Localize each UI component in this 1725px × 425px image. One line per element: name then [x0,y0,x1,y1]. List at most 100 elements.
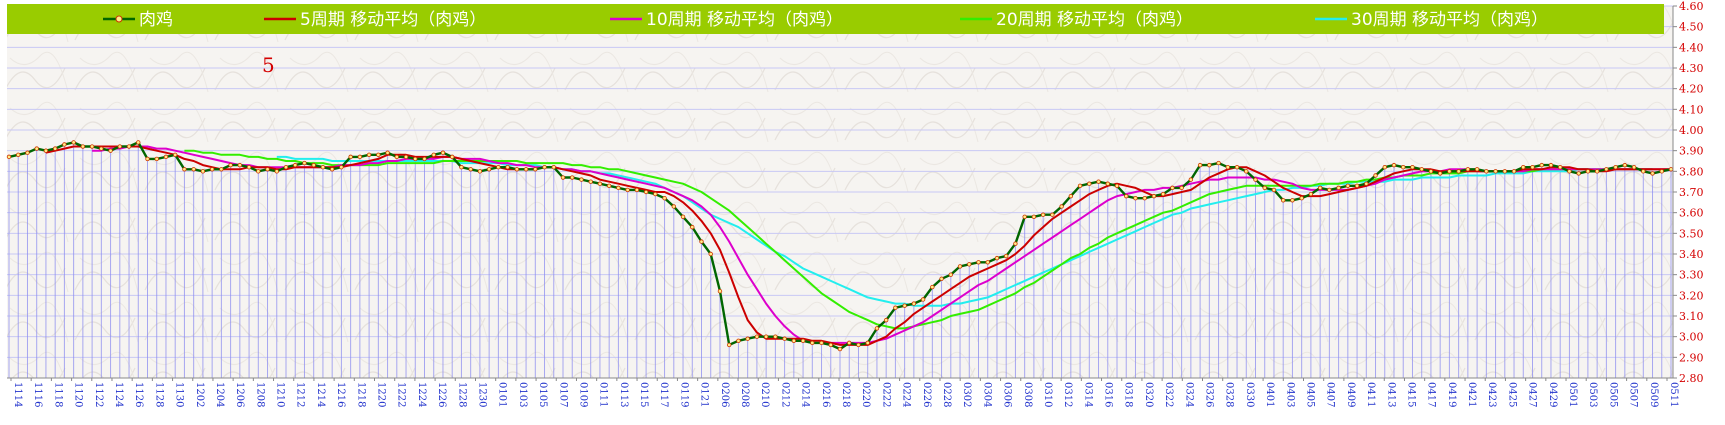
data-point [52,146,58,151]
data-point [1087,181,1092,186]
data-point [1650,171,1655,176]
x-tick-label: 0411 [1365,382,1376,407]
y-tick-label: 4.10 [1679,103,1704,116]
data-point [422,156,427,162]
data-point [385,150,390,155]
x-tick-label: 0101 [497,382,508,407]
data-point [985,260,990,265]
data-point [1585,169,1591,174]
y-tick-label: 2.80 [1679,372,1704,385]
data-point [1354,183,1360,188]
data-point [736,338,741,343]
data-point [911,301,917,306]
data-point [1124,193,1129,199]
data-point [394,154,399,160]
data-point [89,144,95,149]
data-point [1484,169,1489,174]
legend: 肉鸡 5周期 移动平均（肉鸡） 10周期 移动平均（肉鸡） 20周期 移动平均（肉鸡）… [103,10,1548,30]
data-point [468,167,473,172]
x-tick-label: 1130 [174,382,185,407]
y-tick-label: 3.70 [1679,186,1704,199]
data-point [339,164,344,170]
data-point [348,154,353,160]
data-point [828,342,833,348]
data-point [126,144,132,149]
data-point [1539,162,1544,168]
data-point [708,251,713,257]
x-tick-label: 1222 [396,382,407,407]
data-point [1447,169,1452,174]
data-point [1345,183,1351,188]
x-tick-label: 0117 [658,382,669,407]
data-point [1040,212,1046,217]
data-point [597,181,603,186]
x-tick-label: 0417 [1426,382,1437,407]
legend-label: 5周期 移动平均（肉鸡） [300,10,486,30]
data-point [560,175,566,180]
x-tick-label: 0105 [537,382,548,407]
data-point [551,164,556,170]
legend-label: 20周期 移动平均（肉鸡） [996,10,1193,30]
data-point [496,164,501,170]
data-point [43,148,49,153]
x-tick-label: 0405 [1304,382,1315,407]
data-point [1502,169,1507,174]
data-point [376,152,381,157]
x-tick-label: 1202 [194,382,205,407]
data-point [1437,171,1443,176]
y-tick-label: 4.60 [1679,0,1704,13]
x-tick-label: 0320 [1143,382,1154,407]
y-tick-label: 4.30 [1679,62,1704,75]
data-point [662,195,667,201]
data-point [1428,169,1434,174]
data-point [256,169,261,174]
data-point [533,167,538,172]
x-tick-label: 0111 [598,382,609,407]
data-point [1133,195,1138,201]
data-point [1511,169,1517,174]
data-point [1659,169,1664,174]
x-tick-label: 1204 [214,382,225,407]
x-tick-label: 0210 [759,382,770,407]
data-point [957,264,963,269]
data-point [874,326,880,331]
x-tick-label: 0206 [719,382,730,407]
x-tick-label: 0310 [1042,382,1053,407]
data-point [237,162,243,168]
x-tick-label: 1226 [436,382,447,407]
data-point [782,336,787,341]
data-point [837,346,843,352]
data-point [1364,181,1369,186]
data-point [745,336,750,341]
data-point [763,334,769,339]
x-tick-label: 1224 [416,382,427,407]
x-tick-label: 1128 [153,382,164,407]
x-tick-label: 1116 [32,382,43,407]
data-point [1059,204,1064,209]
data-point [902,303,907,308]
x-tick-label: 0324 [1183,382,1194,407]
series-line [276,155,1653,307]
data-point [1631,164,1637,170]
data-point [1474,167,1480,172]
data-point [274,169,279,174]
data-point [182,167,187,172]
x-tick-label: 0214 [800,382,811,407]
x-tick-label: 0501 [1567,382,1578,407]
x-tick-label: 0419 [1446,382,1457,407]
data-point [1105,181,1110,186]
y-tick-label: 3.20 [1679,289,1704,302]
data-point [1050,212,1055,217]
data-point [1225,164,1230,170]
x-tick-label: 1208 [254,382,265,407]
data-point [1410,164,1415,170]
data-point [967,262,972,267]
data-point [643,189,649,195]
x-tick-label: 0415 [1405,382,1416,407]
x-tick-label: 0109 [577,382,588,407]
data-point [1401,164,1406,170]
data-point [800,338,806,343]
data-point [1391,162,1397,168]
y-axis-ticks: 2.80 2.90 3.00 3.10 3.20 3.30 3.40 3.50 3.60 3.70… [1673,0,1704,385]
